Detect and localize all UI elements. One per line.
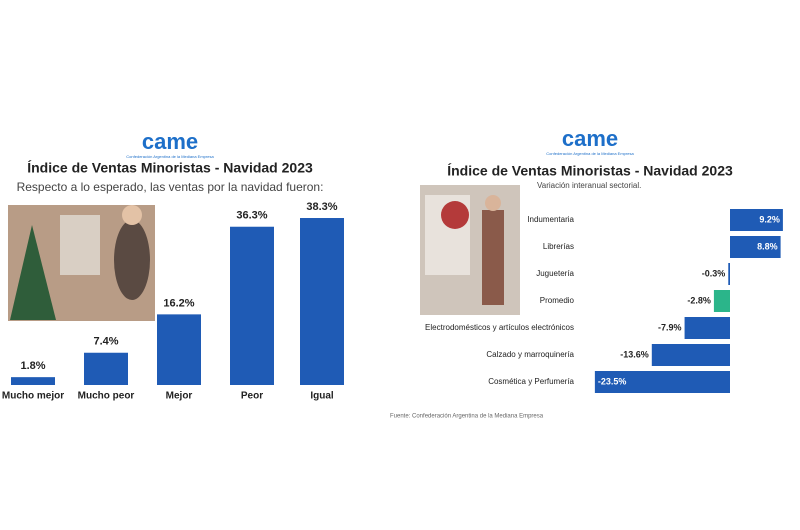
chart-subtitle: Respecto a lo esperado, las ventas por l…: [17, 180, 324, 194]
value-label: -0.3%: [702, 268, 726, 278]
photo-left: [8, 205, 155, 321]
x-tick-label: Igual: [310, 391, 334, 402]
bar: [730, 209, 783, 231]
value-label: -2.8%: [687, 295, 711, 305]
bar: [728, 263, 730, 285]
bar: [157, 314, 201, 385]
bar: [730, 236, 781, 258]
y-tick-label: Electrodomésticos y artículos electrónic…: [425, 323, 574, 332]
y-tick-label: Juguetería: [536, 269, 574, 278]
bar: [84, 352, 128, 385]
chart-title: Índice de Ventas Minoristas - Navidad 20…: [447, 163, 733, 179]
chart-title: Índice de Ventas Minoristas - Navidad 20…: [27, 160, 313, 176]
value-label: 36.3%: [236, 210, 267, 222]
y-tick-label: Indumentaria: [527, 215, 574, 224]
bar: [594, 371, 730, 393]
logo-subtitle: Confederación Argentina de la Mediana Em…: [126, 154, 214, 159]
x-tick-label: Mucho peor: [78, 391, 135, 402]
photo-right: [420, 185, 520, 315]
chart-subtitle: Variación interanual sectorial.: [537, 181, 641, 190]
value-label: 8.8%: [757, 241, 778, 251]
value-label: 9.2%: [759, 214, 780, 224]
value-label: 7.4%: [93, 336, 118, 348]
value-label: -23.5%: [598, 376, 627, 386]
value-label: 38.3%: [306, 201, 337, 213]
bar: [684, 317, 730, 339]
value-label: -13.6%: [620, 349, 649, 359]
bar: [230, 226, 274, 385]
bar: [713, 290, 730, 312]
logo: came: [142, 129, 198, 154]
logo-subtitle: Confederación Argentina de la Mediana Em…: [546, 151, 634, 156]
x-tick-label: Mucho mejor: [2, 391, 64, 402]
bar: [11, 377, 55, 385]
x-tick-label: Peor: [241, 391, 263, 402]
source: Fuente: Confederación Argentina de la Me…: [390, 414, 544, 420]
x-tick-label: Mejor: [166, 391, 193, 402]
y-tick-label: Promedio: [540, 296, 575, 305]
y-tick-label: Cosmética y Perfumería: [488, 377, 574, 386]
value-label: 1.8%: [20, 360, 45, 372]
y-tick-label: Librerías: [543, 242, 574, 251]
logo: came: [562, 126, 618, 151]
y-tick-label: Calzado y marroquinería: [486, 350, 574, 359]
bar: [300, 218, 344, 385]
bar: [651, 344, 730, 366]
value-label: -7.9%: [658, 322, 682, 332]
value-label: 16.2%: [163, 297, 194, 309]
